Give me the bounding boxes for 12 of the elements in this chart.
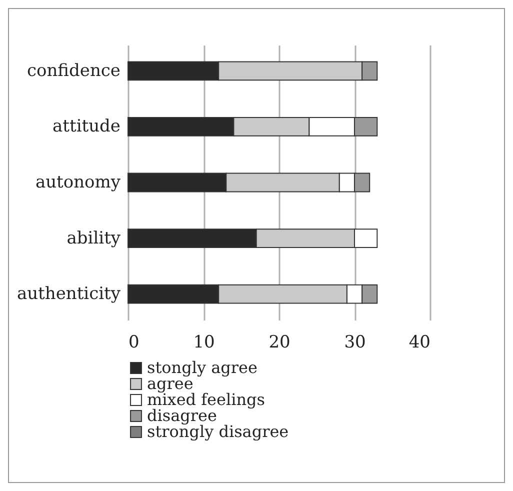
legend-label: disagree: [147, 406, 217, 425]
y-tick-label: attitude: [52, 116, 120, 137]
x-tick-label: 40: [408, 332, 430, 352]
x-tick-label: 30: [344, 332, 366, 352]
y-tick-label: autonomy: [35, 172, 121, 192]
y-tick-label: confidence: [26, 60, 120, 81]
x-tick-label: 20: [268, 332, 290, 352]
y-tick-label: authenticity: [16, 284, 121, 304]
legend-label: stongly agree: [147, 358, 258, 377]
x-tick-label: 10: [193, 332, 215, 352]
y-tick-label: ability: [66, 228, 121, 248]
x-tick-label: 0: [128, 332, 140, 352]
